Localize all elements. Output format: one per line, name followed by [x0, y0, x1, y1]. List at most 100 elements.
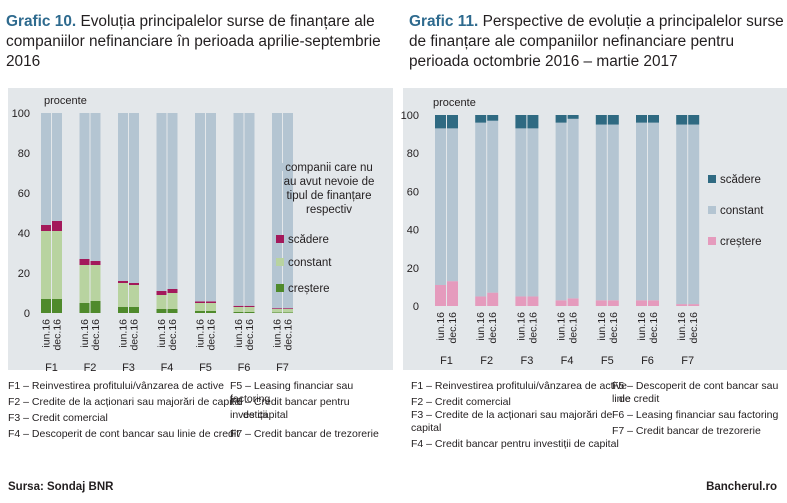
bar-segment-scădere [636, 115, 647, 123]
plot-area: 0 20 40 60 80 100 procente iun.16 dec.16 iun.16 de… [401, 88, 787, 370]
group-label: F7 [681, 355, 694, 367]
bar-segment-constant [688, 124, 700, 305]
bar-segment-constant [676, 124, 688, 305]
legend-label: companii care nu au avut nevoie de tipul d… [284, 162, 375, 216]
bar-segment-constant [41, 231, 51, 299]
y-tick-label: 80 [407, 148, 419, 160]
x-tick-label: dec.16 [568, 312, 580, 344]
bar-segment-companii [244, 113, 255, 306]
bar-segment-scădere [567, 115, 579, 119]
bar-segment-companii [52, 113, 62, 221]
x-tick-label: iun.16 [556, 312, 568, 341]
legend-label-line: companii care nu [285, 162, 373, 174]
bar-segment-scădere [676, 115, 688, 125]
bar-segment-constant [233, 307, 244, 312]
group-label: F4 [561, 355, 574, 367]
y-tick-label: 20 [18, 268, 30, 280]
bar-segment-scădere [206, 301, 216, 303]
bar-segment-constant [515, 128, 527, 297]
bar-segment-scădere [195, 301, 205, 303]
chart-note: de capital [243, 409, 288, 421]
x-tick-label: iun.16 [156, 319, 168, 348]
y-tick-label: 40 [18, 228, 30, 240]
source-note: Sursa: Sondaj BNR [8, 481, 114, 493]
bar-segment-constant [167, 293, 178, 309]
bar-segment-scădere [156, 291, 167, 295]
bar-segment-companii [129, 113, 139, 283]
group-label: F5 [601, 355, 614, 367]
chart-note: de credit [619, 393, 660, 405]
group-label: F3 [122, 362, 135, 374]
bar-segment-creștere [636, 300, 647, 306]
bar-segment-constant [206, 303, 216, 311]
bar-segment-scădere [233, 305, 244, 307]
bar-segment-creștere [206, 311, 216, 313]
bar-segment-companii [283, 113, 293, 309]
x-tick-label: dec.16 [527, 312, 539, 344]
bar-segment-scădere [595, 115, 607, 125]
bar-segment-creștere [244, 312, 255, 313]
x-tick-label: iun.16 [596, 312, 608, 341]
bar-segment-scădere [435, 115, 446, 129]
legend-label: creștere [288, 283, 330, 295]
bar-segment-scădere [487, 115, 499, 121]
bar-segment-creștere [272, 312, 282, 313]
group-label: F2 [84, 362, 97, 374]
bar-segment-constant [129, 285, 139, 307]
bar-segment-creștere [195, 311, 205, 313]
bar-segment-constant [555, 122, 567, 301]
bar-segment-constant [79, 265, 90, 303]
legend-label-line: au avut nevoie de [284, 176, 375, 188]
group-label: F1 [440, 355, 453, 367]
bar-segment-creștere [648, 300, 659, 306]
bar-segment-creștere [435, 284, 446, 306]
group-label: F3 [520, 355, 533, 367]
bar-segment-companii [272, 113, 282, 309]
chart-note: F4 – Credit bancar pentru investiții de … [411, 438, 619, 450]
legend-label: scădere [288, 234, 329, 246]
chart-note: capital [411, 422, 442, 434]
legend-swatch [708, 206, 716, 214]
bar-segment-creștere [167, 309, 178, 313]
chart-note: F3 – Credit comercial [8, 412, 108, 424]
y-tick-label: 60 [18, 188, 30, 200]
x-tick-label: dec.16 [283, 319, 295, 351]
y-tick-label: 40 [407, 225, 419, 237]
chart-note: F4 – Descoperit de cont bancar sau linie… [8, 428, 240, 440]
chart-title-text: Evoluția principalelor surse de finanțar… [6, 13, 381, 70]
x-tick-label: dec.16 [244, 319, 256, 351]
x-tick-label: iun.16 [272, 319, 284, 348]
bar-segment-creștere [555, 300, 567, 306]
y-tick-label: 20 [407, 263, 419, 275]
bar-segment-scădere [118, 281, 128, 283]
legend-label-line: tipul de finanțare [286, 190, 371, 202]
legend-label-line: respectiv [306, 204, 352, 216]
bar-segment-companii [90, 113, 101, 261]
bar-segment-creștere [156, 309, 167, 313]
bar-segment-creștere [595, 300, 607, 306]
x-tick-label: iun.16 [636, 312, 648, 341]
bar-segment-creștere [527, 296, 539, 306]
x-tick-label: dec.16 [167, 319, 179, 351]
bar-segment-scădere [79, 259, 90, 265]
bar-segment-creștere [233, 312, 244, 313]
chart-title: Grafic 10. Evoluția principalelor surse … [6, 12, 386, 72]
group-label: F4 [161, 362, 174, 374]
bar-segment-creștere [90, 301, 101, 313]
bar-segment-companii [118, 113, 128, 281]
group-label: F1 [45, 362, 58, 374]
x-tick-label: iun.16 [515, 312, 527, 341]
bar-segment-companii [206, 113, 216, 302]
chart-note: F2 – Credit comercial [411, 396, 511, 408]
bar-segment-creștere [118, 307, 128, 313]
bar-segment-constant [527, 128, 539, 297]
x-tick-label: dec.16 [90, 319, 102, 351]
bar-segment-constant [595, 124, 607, 301]
x-tick-label: dec.16 [52, 319, 64, 351]
y-axis-label: procente [44, 95, 87, 107]
bar-segment-constant [283, 309, 293, 313]
bar-segment-constant [195, 303, 205, 311]
bar-segment-creștere [688, 304, 700, 306]
